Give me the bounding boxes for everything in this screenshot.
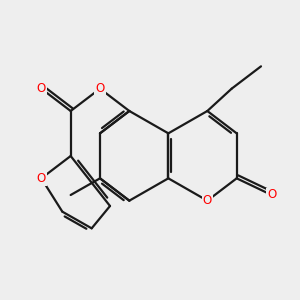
Text: O: O [267, 188, 276, 202]
Text: O: O [203, 194, 212, 207]
Text: O: O [37, 82, 46, 95]
Text: O: O [37, 172, 46, 185]
Text: O: O [95, 82, 105, 95]
